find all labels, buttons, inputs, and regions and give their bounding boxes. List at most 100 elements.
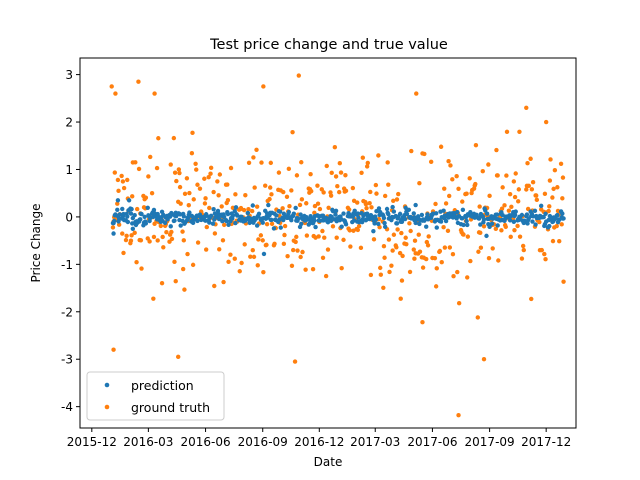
ground-truth-point (173, 279, 178, 284)
ground-truth-point (133, 160, 138, 165)
prediction-point (555, 212, 560, 218)
ground-truth-point (465, 275, 470, 280)
prediction-point (217, 216, 222, 222)
ground-truth-point (143, 195, 149, 200)
ground-truth-point (190, 262, 196, 268)
ground-truth-point (395, 227, 400, 232)
ground-truth-point (268, 160, 274, 166)
ground-truth-point (119, 173, 124, 179)
ground-truth-point (450, 177, 455, 182)
prediction-point (402, 216, 408, 222)
ground-truth-point (217, 172, 223, 177)
prediction-point (130, 226, 136, 231)
ground-truth-point (329, 170, 334, 176)
ground-truth-point (293, 239, 298, 245)
ground-truth-point (294, 234, 299, 240)
ground-truth-point (445, 228, 451, 234)
ground-truth-point (134, 206, 140, 212)
ground-truth-point (394, 197, 400, 202)
ground-truth-point (155, 238, 160, 243)
ground-truth-point (495, 173, 500, 178)
x-tick-label: 2017-06 (407, 435, 457, 449)
ground-truth-point (347, 228, 352, 233)
ground-truth-point (496, 258, 501, 263)
prediction-point (433, 211, 439, 216)
prediction-point (328, 218, 334, 223)
ground-truth-point (403, 235, 408, 240)
ground-truth-point (136, 79, 141, 84)
ground-truth-point (249, 208, 255, 214)
prediction-point (406, 207, 411, 213)
prediction-point (138, 217, 143, 222)
prediction-point (494, 212, 500, 217)
ground-truth-point (397, 250, 403, 256)
prediction-point (513, 209, 518, 214)
prediction-point (384, 206, 390, 212)
ground-truth-point (341, 237, 346, 243)
ground-truth-point (312, 210, 317, 215)
ground-truth-point (159, 280, 165, 286)
prediction-point (381, 215, 387, 221)
ground-truth-point (219, 204, 224, 209)
ground-truth-point (268, 185, 273, 190)
ground-truth-point (508, 234, 513, 240)
ground-truth-point (364, 205, 369, 211)
ground-truth-point (203, 196, 208, 201)
prediction-point (178, 223, 183, 228)
legend: prediction ground truth (86, 371, 225, 421)
ground-truth-point (548, 157, 553, 162)
prediction-point (376, 206, 382, 211)
prediction-point (329, 214, 334, 220)
ground-truth-point (130, 194, 135, 199)
ground-truth-point (456, 301, 462, 306)
ground-truth-point (325, 247, 331, 252)
prediction-point (211, 206, 216, 212)
prediction-point (195, 218, 200, 224)
ground-truth-point (124, 233, 129, 238)
prediction-point (455, 209, 460, 215)
prediction-point (271, 226, 277, 231)
ground-truth-point (287, 204, 292, 209)
ground-truth-point (289, 188, 294, 193)
ground-truth-point (456, 412, 461, 418)
ground-truth-point (367, 200, 372, 206)
ground-truth-point (220, 238, 226, 243)
prediction-point (399, 219, 405, 224)
ground-truth-point (359, 170, 364, 175)
prediction-point (341, 211, 346, 216)
ground-truth-point (487, 193, 492, 199)
ground-truth-point (504, 173, 509, 178)
ground-truth-point (109, 84, 114, 89)
ground-truth-point (468, 258, 473, 264)
ground-truth-point (256, 237, 261, 242)
ground-truth-point (172, 259, 177, 265)
ground-truth-point (520, 243, 526, 249)
ground-truth-point (358, 245, 364, 251)
ground-truth-point (328, 190, 333, 195)
ground-truth-point (443, 201, 449, 206)
ground-truth-point (356, 223, 362, 229)
ground-truth-point (212, 231, 218, 236)
ground-truth-point (378, 265, 383, 271)
ground-truth-point (478, 230, 483, 235)
ground-truth-point (414, 91, 419, 96)
ground-truth-point (441, 225, 446, 230)
prediction-point (220, 218, 225, 224)
ground-truth-point (233, 192, 238, 197)
prediction-point (561, 216, 566, 221)
ground-truth-point (238, 205, 244, 211)
prediction-point (413, 202, 418, 208)
ground-truth-point (507, 192, 513, 197)
prediction-point (162, 220, 168, 226)
prediction-point (411, 211, 416, 216)
prediction-point (226, 222, 231, 227)
legend-box (86, 371, 225, 421)
ground-truth-point (513, 171, 518, 176)
ground-truth-point (516, 187, 522, 192)
ground-truth-point (211, 189, 216, 195)
prediction-point (224, 218, 229, 224)
ground-truth-point (368, 189, 373, 195)
prediction-point (404, 211, 410, 217)
ground-truth-point (207, 205, 212, 211)
ground-truth-point (172, 170, 178, 175)
